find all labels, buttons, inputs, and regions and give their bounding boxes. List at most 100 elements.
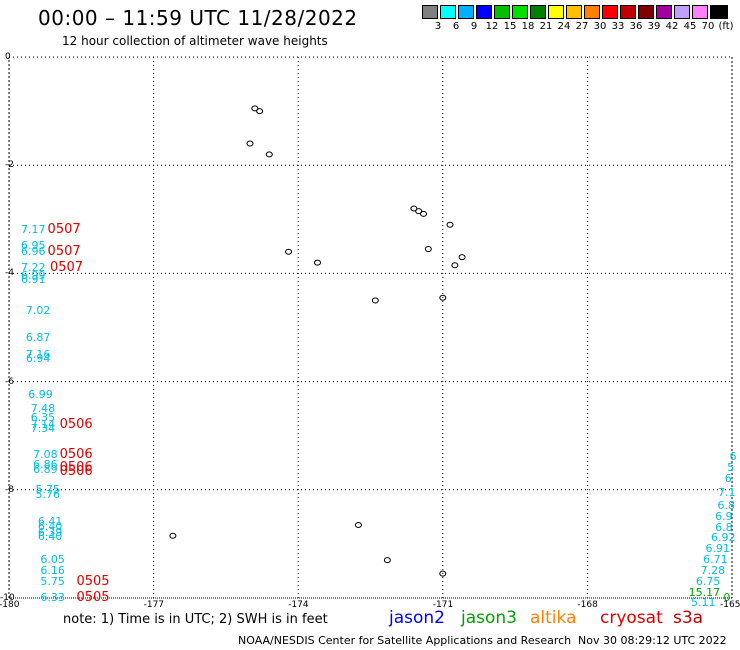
legend-tick-label: 18	[521, 21, 535, 32]
wave-height-label: 6.39	[37, 526, 63, 540]
wave-height-label: 7.02	[25, 304, 51, 318]
wave-height-label: 0	[723, 591, 731, 604]
legend-tick-label: 6	[452, 21, 460, 32]
legend-tick-label: 15	[503, 21, 517, 32]
wave-height-label: 6.40	[37, 519, 63, 533]
x-tick-label: -165	[720, 600, 740, 610]
wave-height-label: 7.48	[30, 401, 56, 415]
legend-swatch	[530, 5, 546, 19]
legend-tick-label: 3	[434, 21, 442, 32]
legend-tick-label: (ft)	[718, 21, 734, 32]
wave-height-label: 6.71	[703, 553, 728, 567]
legend-swatch	[458, 5, 474, 19]
island-outline	[169, 532, 177, 539]
legend-tick-label: 21	[539, 21, 553, 32]
y-tick-label: -6	[5, 376, 14, 387]
pass-time-label: 0506	[59, 416, 93, 432]
wave-height-label: 6.9	[715, 509, 733, 523]
legend-tick-label: 70	[701, 21, 715, 32]
wave-height-label: 6.91	[705, 542, 730, 556]
legend-tick-label: 12	[485, 21, 499, 32]
island-outline	[256, 108, 264, 115]
wave-height-label: 6.40	[37, 530, 63, 544]
pass-time-label: 0506	[59, 464, 93, 480]
pass-time-label: 0505	[76, 590, 110, 605]
island-outlines	[169, 105, 466, 577]
wave-height-label: 6.87	[25, 331, 51, 345]
y-tick-label: 0	[5, 52, 11, 62]
pass-time-label: 0507	[47, 222, 81, 238]
wave-height-label: 6.95	[21, 239, 46, 253]
wave-height-label: 6.41	[37, 515, 63, 529]
legend-swatch	[656, 5, 672, 19]
legend-swatch	[440, 5, 456, 19]
wave-height-label: 7.34	[30, 422, 56, 436]
satellite-name-jason3: jason3	[461, 608, 517, 628]
satellite-name-cryosat: cryosat	[600, 608, 663, 628]
wave-height-label: 15.17	[688, 585, 721, 599]
wave-height-label: 5.75	[35, 482, 61, 496]
island-outline	[451, 262, 459, 269]
wave-height-label: 6.99	[21, 269, 46, 283]
island-outline	[285, 248, 293, 255]
wave-height-label: 6.89	[33, 462, 58, 476]
island-outline	[246, 140, 254, 147]
wave-height-label: 6.94	[25, 351, 51, 365]
wave-height-label: 6.86	[33, 458, 58, 472]
legend-tick-label: 9	[470, 21, 478, 32]
legend-swatch	[602, 5, 618, 19]
wave-height-label: 6.8	[715, 520, 733, 534]
legend-swatch	[638, 5, 654, 19]
legend-swatch	[548, 5, 564, 19]
legend-swatch	[692, 5, 708, 19]
pass-time-label: 0505	[76, 573, 110, 589]
wave-height-label: 7.1	[718, 485, 736, 499]
island-outline	[371, 297, 379, 304]
wave-height-label: 5.75	[40, 574, 65, 588]
legend-tick-label: 39	[647, 21, 661, 32]
map-title: 00:00 – 11:59 UTC 11/28/2022	[38, 6, 358, 30]
map-grid	[8, 56, 733, 599]
x-tick-label: -168	[577, 600, 598, 610]
wave-height-label: 5.76	[35, 488, 61, 502]
wave-height-label: 6.91	[21, 273, 46, 287]
legend-swatch	[512, 5, 528, 19]
wave-height-label: 6	[729, 450, 737, 464]
legend-tick-label: 36	[629, 21, 643, 32]
y-tick-label: -2	[5, 160, 14, 171]
island-outline	[424, 246, 432, 253]
legend-tick-label: 45	[683, 21, 697, 32]
wave-height-label: 5.11	[691, 596, 716, 610]
y-tick-label: -10	[0, 593, 15, 603]
island-outline	[354, 521, 362, 528]
legend-swatch	[476, 5, 492, 19]
wave-height-label: 7.28	[700, 563, 726, 577]
wave-height-label: 7.14	[30, 417, 56, 431]
generated-timestamp: Nov 30 08:29:12 UTC 2022	[578, 634, 727, 647]
pass-time-label: 0506	[59, 446, 93, 462]
wave-height-label: 6	[724, 471, 732, 485]
wave-height-label: 6.33	[40, 591, 65, 604]
x-tick-label: -180	[0, 600, 20, 610]
wave-height-label: 6.05	[40, 553, 65, 567]
legend-tick-label: 33	[611, 21, 625, 32]
legend-tick-label: 42	[665, 21, 679, 32]
legend-swatch	[584, 5, 600, 19]
wave-height-label: 6.92	[711, 531, 736, 545]
x-tick-label: -177	[143, 600, 165, 610]
wave-height-label: 6.8	[717, 499, 736, 513]
wave-height-label: 7.22	[21, 260, 46, 274]
satellite-name-altika: altika	[530, 608, 577, 628]
wave-height-label: 6.99	[28, 388, 53, 402]
y-tick-label: -4	[5, 268, 14, 279]
footer-note: note: 1) Time is in UTC; 2) SWH is in fe…	[63, 612, 328, 627]
pass-time-label: 0507	[47, 243, 81, 259]
legend-swatch	[494, 5, 510, 19]
wave-height-label: 7.08	[33, 447, 58, 461]
x-tick-label: -171	[432, 600, 454, 610]
legend-swatch	[674, 5, 690, 19]
island-outline	[458, 254, 466, 261]
x-tick-label: -174	[288, 600, 309, 610]
legend-tick-label: 27	[575, 21, 589, 32]
island-outline	[383, 557, 391, 564]
